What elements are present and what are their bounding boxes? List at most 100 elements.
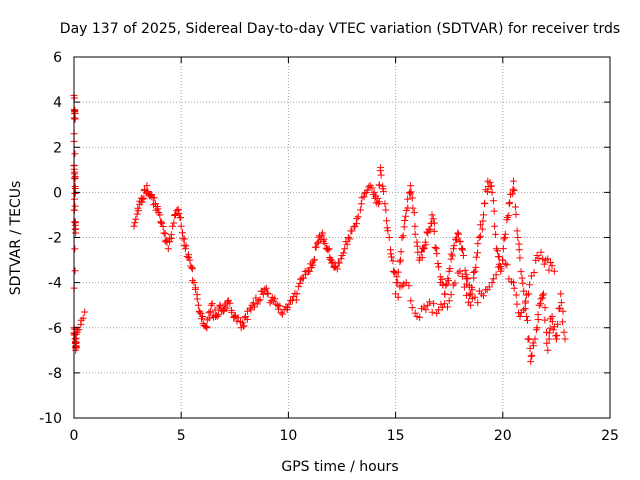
data-point bbox=[556, 304, 564, 312]
data-point bbox=[201, 322, 209, 330]
data-point bbox=[456, 238, 464, 246]
data-point bbox=[461, 266, 469, 274]
data-point bbox=[259, 290, 267, 298]
data-point bbox=[510, 186, 518, 194]
data-point bbox=[401, 217, 409, 224]
data-point bbox=[252, 294, 260, 302]
data-point bbox=[272, 300, 280, 308]
data-point bbox=[520, 287, 528, 295]
data-point bbox=[398, 282, 406, 290]
data-point bbox=[527, 352, 535, 360]
data-point bbox=[526, 281, 534, 289]
data-point bbox=[192, 284, 200, 292]
data-point bbox=[483, 188, 491, 196]
data-point bbox=[517, 268, 525, 276]
data-point bbox=[177, 214, 185, 221]
data-point bbox=[318, 231, 326, 239]
data-point bbox=[289, 293, 297, 301]
data-point bbox=[492, 230, 500, 238]
y-tick-label: 4 bbox=[53, 95, 62, 111]
grid-lines bbox=[74, 57, 610, 418]
data-point bbox=[445, 297, 453, 305]
data-point bbox=[243, 315, 251, 323]
data-point bbox=[291, 289, 299, 297]
data-point bbox=[431, 244, 439, 251]
data-point bbox=[508, 190, 516, 198]
data-point bbox=[140, 194, 148, 202]
data-point bbox=[507, 278, 515, 286]
data-point bbox=[258, 287, 266, 295]
data-point bbox=[530, 342, 537, 350]
data-point bbox=[71, 150, 79, 158]
data-point bbox=[335, 259, 343, 267]
y-tick-label: 6 bbox=[53, 50, 62, 66]
data-point bbox=[132, 215, 140, 223]
data-point bbox=[341, 245, 349, 253]
data-point bbox=[172, 211, 179, 218]
data-point bbox=[407, 182, 415, 190]
data-point bbox=[197, 310, 205, 318]
data-point bbox=[452, 236, 460, 244]
data-point bbox=[188, 265, 196, 273]
data-point bbox=[528, 351, 536, 359]
data-point bbox=[554, 320, 562, 328]
data-point bbox=[495, 253, 503, 261]
data-point bbox=[185, 251, 192, 259]
data-point bbox=[438, 275, 446, 283]
data-point bbox=[521, 305, 529, 313]
data-point bbox=[81, 308, 89, 316]
data-point bbox=[520, 306, 528, 314]
data-point bbox=[72, 225, 80, 233]
data-point bbox=[406, 189, 413, 197]
data-point bbox=[405, 282, 413, 290]
data-point bbox=[263, 289, 271, 297]
data-point bbox=[447, 250, 455, 258]
data-point bbox=[394, 268, 402, 276]
data-point bbox=[435, 306, 442, 314]
data-point bbox=[515, 246, 523, 254]
data-point bbox=[174, 205, 182, 213]
data-point bbox=[356, 206, 364, 214]
data-point bbox=[540, 260, 548, 268]
data-point bbox=[206, 308, 214, 316]
data-point bbox=[404, 195, 412, 203]
data-point bbox=[541, 304, 549, 312]
data-point bbox=[459, 252, 467, 259]
data-point bbox=[383, 217, 391, 225]
data-point bbox=[180, 235, 188, 243]
data-point bbox=[430, 300, 438, 308]
data-point bbox=[220, 307, 228, 315]
x-tick-label: 15 bbox=[387, 428, 405, 444]
data-point bbox=[501, 230, 509, 238]
data-point bbox=[459, 246, 466, 254]
data-point bbox=[353, 215, 361, 223]
data-point bbox=[422, 241, 430, 249]
data-point bbox=[539, 291, 547, 299]
data-point bbox=[451, 279, 459, 287]
data-point bbox=[407, 297, 415, 305]
data-point bbox=[550, 267, 558, 275]
data-point bbox=[510, 284, 518, 292]
data-point bbox=[509, 185, 517, 193]
data-point bbox=[535, 254, 543, 262]
y-axis-label: SDTVAR / TECUs bbox=[8, 181, 24, 296]
data-point bbox=[535, 301, 543, 309]
data-point bbox=[193, 295, 201, 303]
data-point bbox=[444, 303, 451, 311]
data-point bbox=[203, 316, 211, 324]
y-tick-label: -6 bbox=[48, 321, 62, 337]
data-point bbox=[397, 248, 405, 256]
data-point bbox=[479, 217, 487, 225]
data-point bbox=[71, 174, 79, 182]
data-point bbox=[213, 312, 221, 320]
data-point bbox=[411, 222, 419, 230]
data-point bbox=[462, 291, 470, 299]
y-tick-label: -8 bbox=[48, 366, 62, 382]
data-point bbox=[416, 313, 424, 321]
data-point bbox=[246, 304, 254, 312]
data-point bbox=[295, 283, 303, 291]
y-tick-label: -10 bbox=[39, 411, 62, 427]
data-point bbox=[516, 313, 524, 320]
data-point bbox=[400, 223, 408, 231]
data-point bbox=[399, 232, 407, 240]
